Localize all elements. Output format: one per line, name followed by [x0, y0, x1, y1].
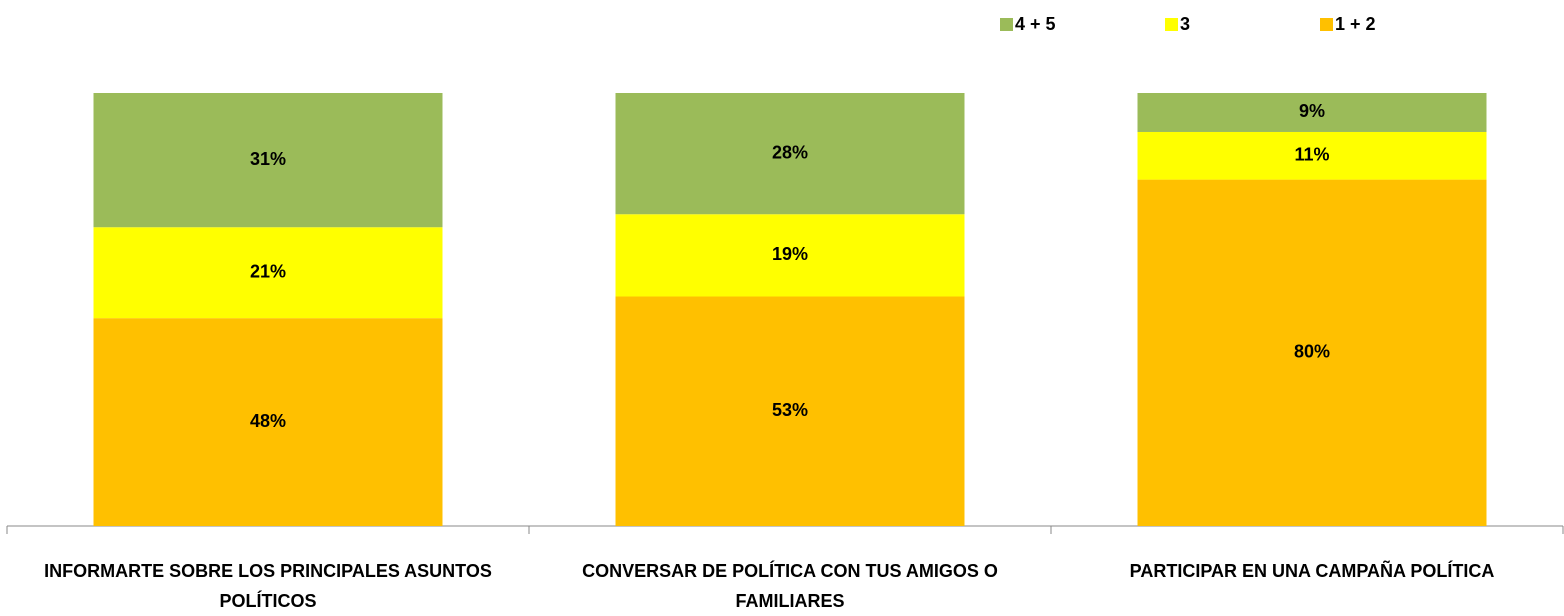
- legend-swatch: [1165, 18, 1178, 31]
- legend-label: 4 + 5: [1015, 14, 1056, 34]
- x-tick-label: CONVERSAR DE POLÍTICA CON TUS AMIGOS O F…: [582, 561, 998, 611]
- bar-segment: [615, 214, 965, 297]
- data-label: 21%: [250, 261, 286, 281]
- data-label: 48%: [250, 411, 286, 431]
- bar-segment: [93, 318, 443, 526]
- bar-segment: [615, 93, 965, 215]
- bar-segment: [93, 227, 443, 319]
- legend-label: 1 + 2: [1335, 14, 1376, 34]
- bar-segment: [1137, 179, 1487, 526]
- data-label: 9%: [1299, 101, 1325, 121]
- data-label: 53%: [772, 400, 808, 420]
- legend-swatch: [1000, 18, 1013, 31]
- x-tick-label: PARTICIPAR EN UNA CAMPAÑA POLÍTICA: [1129, 561, 1495, 581]
- legend-swatch: [1320, 18, 1333, 31]
- data-label: 80%: [1294, 342, 1330, 362]
- bar-segment: [93, 93, 443, 228]
- data-label: 19%: [772, 244, 808, 264]
- x-tick-label: INFORMARTE SOBRE LOS PRINCIPALES ASUNTOS…: [44, 561, 492, 611]
- bar-segment: [615, 296, 965, 526]
- bar-segment: [1137, 131, 1487, 180]
- data-label: 11%: [1294, 145, 1329, 165]
- bar-segment: [1137, 93, 1487, 132]
- legend-label: 3: [1180, 14, 1190, 34]
- data-label: 31%: [250, 149, 286, 169]
- data-label: 28%: [772, 142, 808, 162]
